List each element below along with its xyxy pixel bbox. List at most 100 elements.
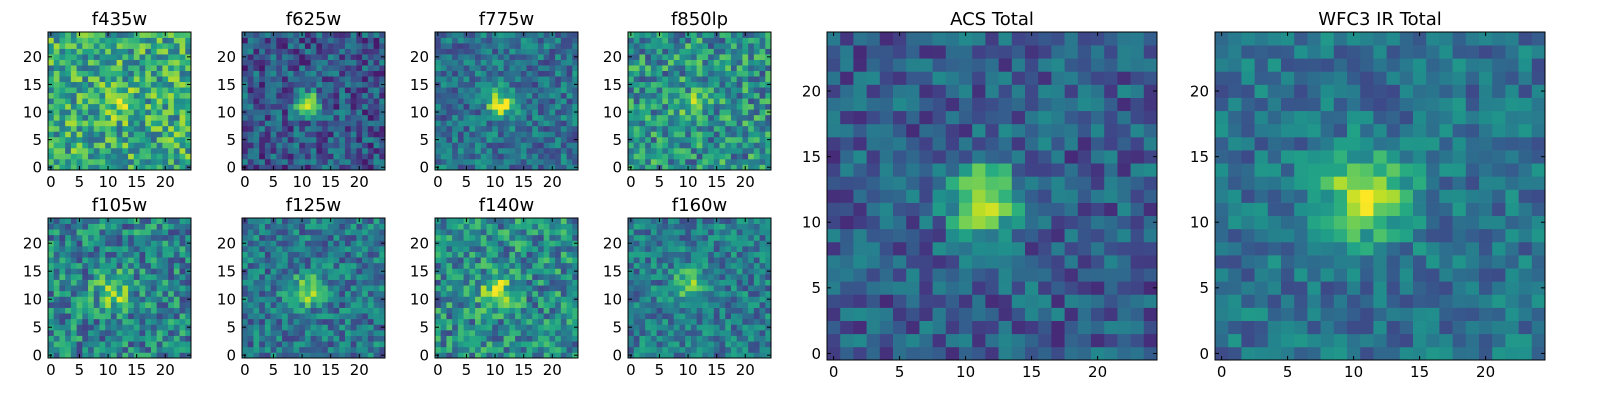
heatmap-cell <box>475 251 482 258</box>
heatmap-cell <box>759 76 766 83</box>
heatmap-cell <box>339 87 346 94</box>
heatmap-cell <box>509 346 516 353</box>
heatmap-cell <box>253 257 260 264</box>
heatmap-cell <box>742 335 749 342</box>
heatmap-cell <box>259 302 266 308</box>
heatmap-cell <box>105 147 112 154</box>
heatmap-cell <box>543 54 550 60</box>
heatmap-cell <box>65 257 72 264</box>
heatmap-cell <box>99 335 106 342</box>
heatmap-cell <box>282 92 289 99</box>
heatmap-cell <box>650 352 657 359</box>
heatmap-cell <box>173 218 180 224</box>
heatmap-cell <box>53 43 60 49</box>
heatmap-cell <box>759 318 766 325</box>
heatmap-cell <box>264 136 271 143</box>
heatmap-cell <box>736 164 743 171</box>
heatmap-cell <box>753 136 760 143</box>
heatmap-cell <box>457 147 464 154</box>
heatmap-cell <box>650 109 657 116</box>
heatmap-cell <box>673 296 680 303</box>
heatmap-cell <box>719 70 726 77</box>
heatmap-cell <box>242 229 249 236</box>
x-tick-label: 20 <box>736 173 755 191</box>
heatmap-cell <box>452 131 459 138</box>
heatmap-cell <box>645 302 652 308</box>
heatmap-cell <box>532 218 539 224</box>
heatmap-cell <box>70 125 77 132</box>
heatmap-cell <box>53 223 60 230</box>
heatmap-cell <box>480 218 487 224</box>
heatmap-cell <box>133 131 140 138</box>
heatmap-cell <box>282 103 289 110</box>
heatmap-cell <box>435 346 442 353</box>
heatmap-cell <box>259 246 266 252</box>
heatmap-cell <box>520 262 527 269</box>
heatmap-cell <box>299 103 306 110</box>
heatmap-cell <box>645 164 652 171</box>
heatmap-cell <box>156 32 163 38</box>
heatmap-cell <box>93 81 100 88</box>
heatmap-cell <box>708 153 715 160</box>
heatmap-cell <box>327 54 334 60</box>
heatmap-cell <box>304 330 311 336</box>
heatmap-cell <box>753 65 760 71</box>
heatmap-cell <box>344 103 352 110</box>
heatmap-cell <box>725 274 732 280</box>
heatmap-cell <box>452 279 459 286</box>
heatmap-cell <box>128 48 135 55</box>
heatmap-cell <box>145 318 152 325</box>
heatmap-cell <box>765 313 772 320</box>
heatmap-cell <box>457 158 464 165</box>
heatmap-cell <box>555 302 562 308</box>
heatmap-cell <box>742 136 749 143</box>
heatmap-cell <box>555 125 562 132</box>
heatmap-cell <box>179 87 186 94</box>
heatmap-cell <box>327 114 334 121</box>
heatmap-cell <box>497 32 504 38</box>
heatmap-cell <box>549 240 556 247</box>
heatmap-cell <box>145 285 152 292</box>
heatmap-cell <box>572 65 579 71</box>
heatmap-cell <box>457 37 464 44</box>
heatmap-cell <box>685 87 692 94</box>
heatmap-cell <box>730 81 738 88</box>
heatmap-cell <box>526 158 533 165</box>
heatmap-cell <box>322 290 329 297</box>
heatmap-cell <box>645 313 652 320</box>
heatmap-cell <box>304 318 311 325</box>
heatmap-cell <box>543 98 550 105</box>
heatmap-cell <box>656 296 663 303</box>
heatmap-cell <box>572 302 579 308</box>
heatmap-cell <box>339 109 346 116</box>
heatmap-cell <box>110 218 117 224</box>
heatmap-cell <box>333 81 340 88</box>
heatmap-cell <box>526 279 533 286</box>
heatmap-cell <box>440 153 447 160</box>
heatmap-cell <box>725 70 732 77</box>
y-tick-label: 20 <box>603 48 622 66</box>
heatmap-cell <box>713 147 720 154</box>
heatmap-cell <box>70 59 77 66</box>
heatmap-cell <box>310 234 317 241</box>
heatmap-cell <box>463 223 470 230</box>
heatmap-cell <box>105 142 112 149</box>
heatmap-cell <box>156 324 163 331</box>
heatmap-cell <box>713 131 720 138</box>
heatmap-cell <box>486 240 493 247</box>
heatmap-cell <box>362 262 369 269</box>
panel-title: f435w <box>92 9 147 30</box>
heatmap-cell <box>116 285 123 292</box>
heatmap-cell <box>133 262 140 269</box>
heatmap-cell <box>350 109 357 116</box>
heatmap-cell <box>480 302 487 308</box>
heatmap-cell <box>316 246 323 252</box>
heatmap-cell <box>139 114 146 121</box>
heatmap-cell <box>327 290 334 297</box>
heatmap-cell <box>133 81 140 88</box>
heatmap-cell <box>242 346 249 353</box>
heatmap-cell <box>650 346 657 353</box>
heatmap-cell <box>122 218 129 224</box>
heatmap-cell <box>116 268 123 275</box>
